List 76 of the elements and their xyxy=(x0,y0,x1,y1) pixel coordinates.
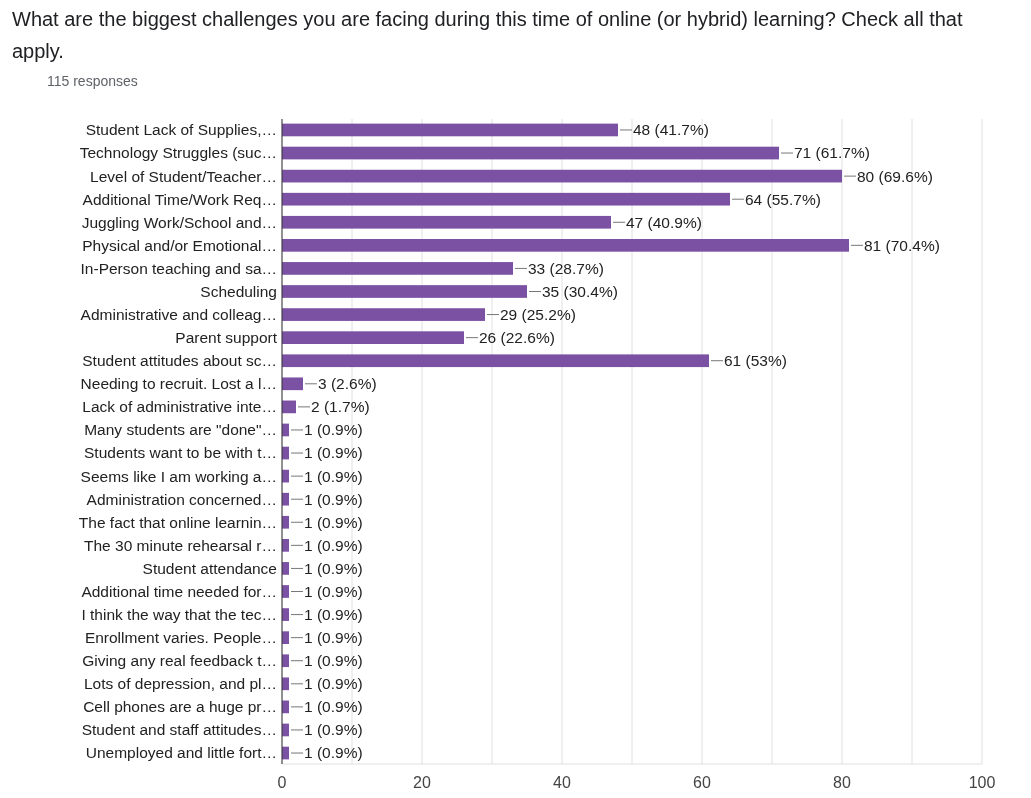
data-label: 1 (0.9%) xyxy=(304,467,363,485)
data-label: 1 (0.9%) xyxy=(304,444,363,462)
bar xyxy=(282,262,513,275)
x-tick-label: 100 xyxy=(968,774,996,791)
bar xyxy=(282,192,730,206)
data-label: 1 (0.9%) xyxy=(304,675,363,693)
data-label: 47 (40.9%) xyxy=(626,213,702,231)
y-tick-label: Physical and/or Emotional… xyxy=(82,236,277,254)
data-label: 2 (1.7%) xyxy=(311,398,370,416)
data-label: 1 (0.9%) xyxy=(304,490,363,508)
bar xyxy=(282,215,611,229)
y-tick-label: In-Person teaching and sa… xyxy=(80,259,277,277)
data-label: 29 (25.2%) xyxy=(500,306,576,323)
y-tick-label: Student attitudes about sc… xyxy=(82,352,277,370)
data-label: 71 (61.7%) xyxy=(794,144,870,162)
y-tick-label: Unemployed and little fort… xyxy=(85,744,277,762)
data-label: 1 (0.9%) xyxy=(304,721,363,739)
bar xyxy=(282,146,779,160)
data-label: 1 (0.9%) xyxy=(304,652,363,670)
data-label: 1 (0.9%) xyxy=(304,606,363,623)
text: 115 responses xyxy=(47,73,138,89)
y-tick-label: Student attendance xyxy=(142,559,277,577)
y-tick-label: Seems like I am working a… xyxy=(80,467,277,485)
data-label: 1 (0.9%) xyxy=(304,698,363,716)
data-label: 81 (70.4%) xyxy=(864,236,940,254)
data-label: 1 (0.9%) xyxy=(304,629,363,647)
data-label: 1 (0.9%) xyxy=(304,421,363,439)
data-label: 1 (0.9%) xyxy=(304,536,363,554)
y-tick-label: Lack of administrative inte… xyxy=(82,398,277,416)
y-tick-label: Juggling Work/School and… xyxy=(81,213,277,231)
data-label: 80 (69.6%) xyxy=(857,167,933,185)
data-label: 3 (2.6%) xyxy=(318,375,377,393)
y-tick-label: The 30 minute rehearsal r… xyxy=(84,536,277,554)
y-tick-label: Cell phones are a huge pr… xyxy=(83,698,277,716)
y-tick-label: Student and staff attitudes… xyxy=(81,721,277,739)
y-tick-label: Scheduling xyxy=(200,282,277,300)
y-tick-label: Lots of depression, and pl… xyxy=(83,675,277,693)
y-tick-label: Additional Time/Work Req… xyxy=(82,190,277,208)
data-label: 1 (0.9%) xyxy=(304,582,363,600)
data-label: 33 (28.7%) xyxy=(528,259,604,277)
bar xyxy=(282,239,849,252)
y-tick-label: Students want to be with t… xyxy=(84,444,277,462)
bar xyxy=(282,285,527,298)
x-tick-label: 60 xyxy=(693,774,711,791)
chart-title: What are the biggest challenges you are facing during this time of online (or hybrid) learning? Check all that apply. xyxy=(12,8,963,62)
x-tick-label: 20 xyxy=(413,774,431,791)
y-tick-label: Giving any real feedback t… xyxy=(82,652,277,670)
bar xyxy=(282,308,485,321)
x-tick-label: 40 xyxy=(553,774,571,791)
bar xyxy=(282,377,303,391)
data-label: 1 (0.9%) xyxy=(304,559,363,577)
y-tick-label: Administration concerned… xyxy=(86,490,277,508)
data-label: 64 (55.7%) xyxy=(745,190,821,208)
y-tick-label: I think the way that the tec… xyxy=(81,606,277,623)
data-label: 1 (0.9%) xyxy=(304,513,363,531)
y-tick-label: Additional time needed for… xyxy=(81,582,277,600)
bar xyxy=(282,123,618,137)
bar xyxy=(282,331,464,344)
y-tick-label: Enrollment varies. People… xyxy=(84,629,277,647)
data-label: 1 (0.9%) xyxy=(304,744,363,762)
y-tick-label: Level of Student/Teacher… xyxy=(90,167,277,185)
y-tick-label: Needing to recruit. Lost a l… xyxy=(80,375,277,393)
data-label: 26 (22.6%) xyxy=(479,329,555,347)
data-label: 48 (41.7%) xyxy=(633,121,709,139)
data-label: 61 (53%) xyxy=(724,352,787,370)
y-tick-label: Student Lack of Supplies,… xyxy=(85,121,277,139)
y-tick-label: Technology Struggles (suc… xyxy=(79,144,277,162)
y-tick-label: The fact that online learnin… xyxy=(78,513,277,531)
x-tick-label: 80 xyxy=(833,774,851,791)
bar xyxy=(282,354,709,368)
data-label: 35 (30.4%) xyxy=(542,282,618,300)
x-tick-label: 0 xyxy=(277,774,287,791)
y-tick-label: Administrative and colleag… xyxy=(80,306,277,323)
y-tick-label: Many students are "done"… xyxy=(84,421,277,439)
bar xyxy=(282,169,842,183)
y-tick-label: Parent support xyxy=(175,329,278,347)
